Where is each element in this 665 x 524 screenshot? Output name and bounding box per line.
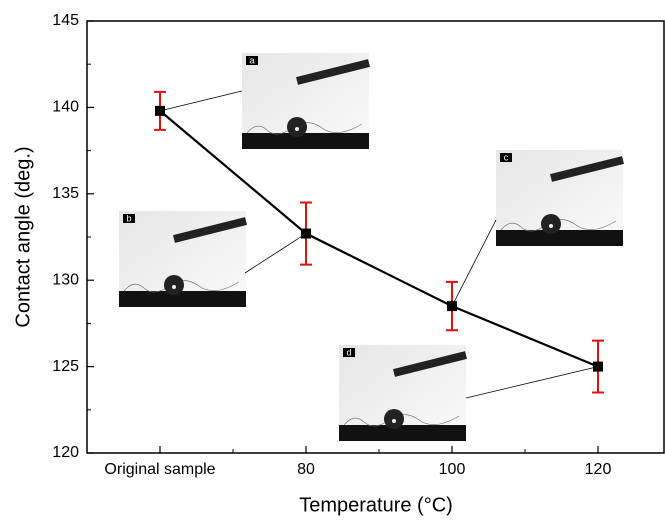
photo-base	[242, 133, 369, 149]
label-bg	[246, 56, 258, 65]
inset-connector	[244, 233, 307, 274]
droplet-glint	[172, 285, 176, 289]
label-bg	[500, 153, 512, 162]
x-tick-label: 100	[439, 461, 466, 478]
label-bg	[343, 348, 355, 357]
inset-photo: b	[119, 211, 307, 307]
needle	[173, 217, 247, 243]
data-point	[301, 228, 311, 239]
y-tick-label: 135	[52, 185, 79, 202]
data-line	[159, 110, 599, 368]
needle	[550, 156, 624, 182]
y-tick-label: 140	[52, 99, 79, 116]
inset-connector	[451, 219, 497, 307]
inset-connector	[465, 366, 599, 399]
inset-connector	[159, 90, 243, 112]
x-axis-title: Temperature (°C)	[299, 494, 453, 516]
x-tick-label: Original sample	[104, 461, 215, 478]
needle	[296, 59, 370, 85]
photo-base	[496, 230, 623, 246]
insets: a b c d	[119, 53, 624, 441]
inset-photo: d	[339, 345, 599, 441]
droplet-glint	[549, 224, 553, 228]
inset-photo: c	[451, 150, 624, 307]
data-point	[155, 105, 165, 116]
photo-base	[119, 291, 246, 307]
x-tick-label: 80	[297, 461, 315, 478]
y-tick-label: 120	[52, 444, 79, 461]
label-bg	[123, 214, 135, 223]
droplet-glint	[295, 127, 299, 131]
droplet-glint	[392, 419, 396, 423]
data-point	[447, 301, 457, 312]
x-tick-label: 120	[585, 461, 612, 478]
inset-label: a	[249, 55, 254, 65]
y-tick-label: 145	[52, 12, 79, 29]
y-tick-label: 130	[52, 271, 79, 288]
data-point	[593, 361, 603, 372]
inset-photo: a	[159, 53, 370, 149]
needle	[393, 351, 467, 377]
photo-base	[339, 425, 466, 441]
inset-label: d	[346, 347, 351, 357]
inset-label: b	[126, 213, 131, 223]
y-axis-title: Contact angle (deg.)	[12, 146, 34, 327]
inset-label: c	[504, 152, 509, 162]
y-tick-label: 125	[52, 358, 79, 375]
